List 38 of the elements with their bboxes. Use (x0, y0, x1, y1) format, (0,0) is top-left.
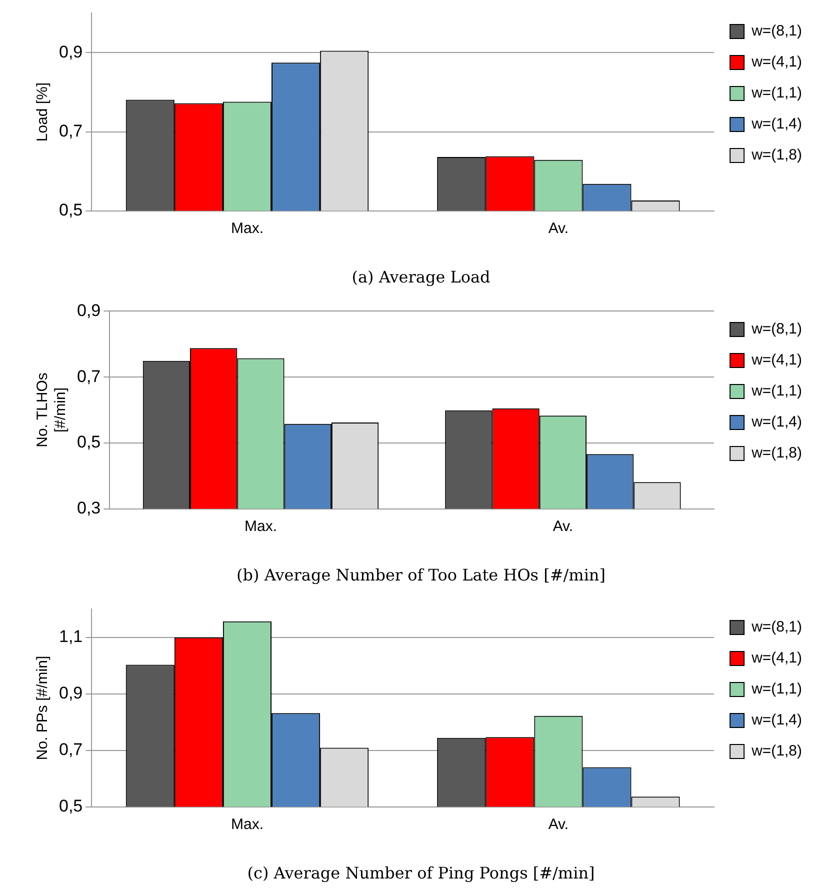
legend-label: w=(1,1) (750, 680, 802, 698)
y-tick-label: 0,9 (76, 300, 101, 320)
y-axis-title: No. TLHOs [#/min] (34, 372, 70, 448)
y-tick-label: 0,9 (58, 42, 83, 62)
y-tick-label: 0,5 (76, 432, 101, 452)
x-tick-label: Av. (548, 220, 569, 237)
legend-label: w=(1,4) (750, 414, 802, 431)
legend-label: w=(1,8) (750, 742, 802, 760)
x-tick-label: Max. (230, 220, 264, 237)
legend-label: w=(4,1) (750, 650, 802, 667)
y-tick-label: 0,5 (58, 796, 83, 816)
legend-label: w=(1,8) (750, 444, 802, 462)
legend-label: w=(8,1) (750, 22, 802, 40)
y-tick-label: 0,5 (58, 200, 83, 220)
legend-label: w=(1,1) (750, 84, 802, 102)
legend-label: w=(4,1) (750, 54, 802, 71)
text: (b) Average Number of Too Late HOs [#/min] (236, 566, 606, 585)
legend-label: w=(4,1) (750, 352, 802, 369)
legend-label: w=(8,1) (750, 618, 802, 636)
legend-label: w=(1,1) (750, 382, 802, 400)
y-axis-title: Load [%] (34, 82, 52, 142)
text: (c) Average Number of Ping Pongs [#/min] (247, 864, 595, 883)
y-axis-title: No. PPs [#/min] (34, 656, 52, 760)
legend-label: w=(1,8) (750, 146, 802, 164)
legend-label: w=(8,1) (750, 320, 802, 338)
y-tick-label: 0,3 (76, 498, 101, 518)
x-tick-label: Av. (552, 518, 574, 535)
legend-label: w=(1,4) (750, 712, 802, 729)
y-tick-label: 0,9 (58, 684, 83, 703)
x-tick-label: Max. (244, 518, 277, 535)
legend-label: w=(1,4) (750, 116, 802, 133)
x-tick-label: Av. (548, 816, 569, 833)
y-tick-label: 0,7 (76, 366, 101, 386)
y-tick-label: 1,1 (58, 627, 83, 646)
text: (a) Average Load (352, 268, 490, 287)
x-tick-label: Max. (230, 816, 264, 833)
y-tick-label: 0,7 (58, 740, 83, 760)
y-tick-label: 0,7 (58, 121, 83, 140)
